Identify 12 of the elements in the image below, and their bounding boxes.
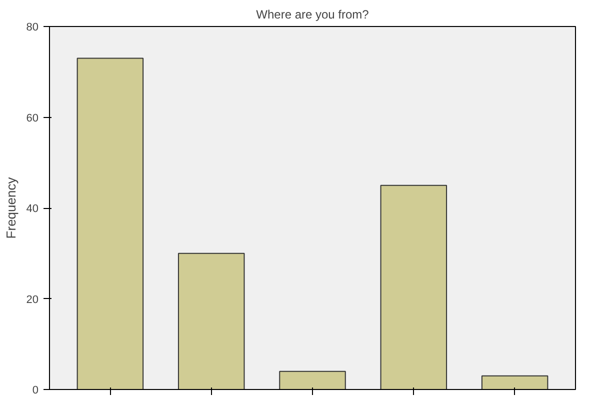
y-tick-label: 0 [32, 384, 39, 396]
bar [76, 58, 144, 390]
bar [279, 370, 346, 390]
chart-title: Where are you from? [256, 8, 370, 22]
bar [380, 184, 448, 390]
y-tick-label: 20 [26, 294, 39, 306]
y-tick-label: 80 [26, 22, 39, 34]
bar [481, 375, 548, 390]
y-axis-title: Frequency [3, 176, 18, 239]
y-tick-label: 40 [26, 203, 39, 215]
bar [178, 252, 245, 390]
y-tick-label: 60 [26, 112, 39, 124]
